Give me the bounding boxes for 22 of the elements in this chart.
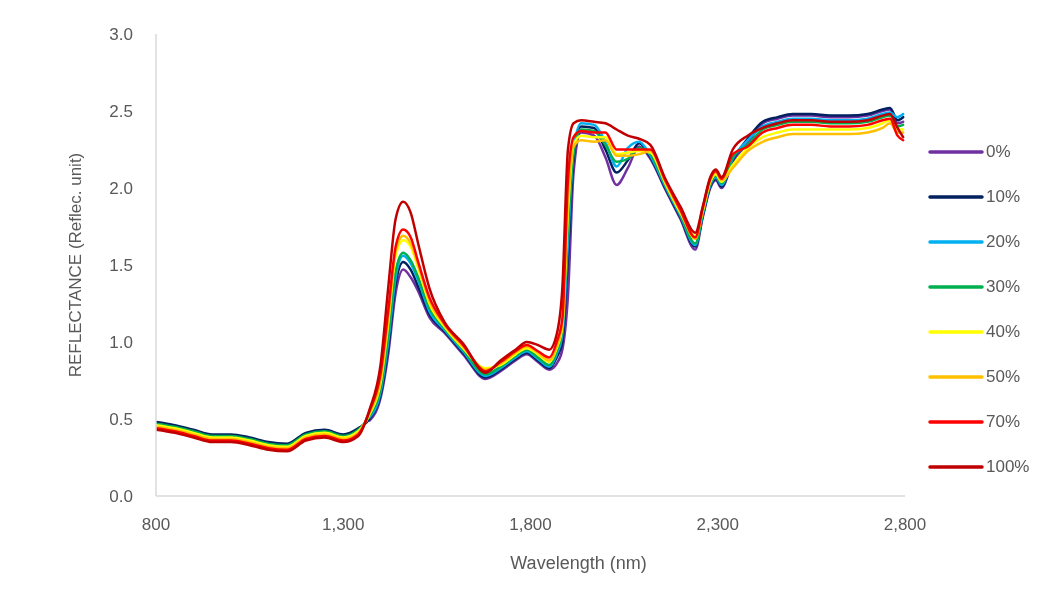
y-tick-label: 2.5 [109,102,133,122]
legend-label: 50% [986,366,1021,387]
legend-label: 30% [986,276,1021,297]
x-tick-label: 2,800 [883,515,927,535]
legend-label: 0% [986,141,1011,162]
y-tick-label: 2.0 [109,179,133,199]
legend-label: 10% [986,186,1021,207]
x-tick-label: 1,300 [321,515,365,535]
x-tick-label: 2,300 [696,515,740,535]
y-tick-label: 0.5 [109,410,133,430]
x-axis-title: Wavelength (nm) [510,553,647,573]
y-tick-label: 0.0 [109,487,133,507]
legend-label: 70% [986,411,1021,432]
x-tick-label: 1,800 [509,515,552,535]
y-tick-label: 3.0 [109,25,133,45]
legend-label: 40% [986,321,1021,342]
y-tick-label: 1.5 [109,256,133,276]
x-tick-label: 800 [141,515,171,535]
y-tick-label: 1.0 [109,333,133,353]
legend-label: 20% [986,231,1021,252]
y-axis-title: REFLECTANCE (Reflec. unit) [65,152,85,378]
legend-label: 100% [986,456,1030,477]
